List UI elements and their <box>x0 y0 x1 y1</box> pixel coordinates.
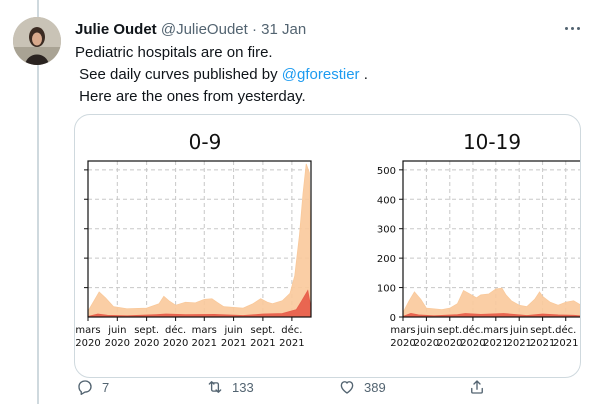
x-tick-label-month: juin <box>416 325 435 336</box>
separator: · <box>251 21 257 38</box>
tweet-text-line3: Here are the ones from yesterday. <box>75 88 306 105</box>
x-tick-label-year: 2021 <box>250 338 275 349</box>
retweet-count: 133 <box>232 379 254 395</box>
heart-icon <box>340 381 354 394</box>
series-area-2 <box>402 313 580 318</box>
y-tick-label: 100 <box>377 284 396 295</box>
retweet-button[interactable]: 133 <box>206 378 254 396</box>
x-tick-label-year: 2020 <box>437 338 462 349</box>
x-tick-label-month: juin <box>509 325 528 336</box>
mention-link[interactable]: @gforestier <box>281 66 360 83</box>
tweet-text-line1: Pediatric hospitals are on fire. <box>75 44 273 61</box>
tweet-date[interactable]: 31 Jan <box>261 21 307 38</box>
y-tick-label: 0 <box>390 313 396 324</box>
reply-count: 7 <box>102 379 110 395</box>
more-icon[interactable] <box>560 18 584 38</box>
x-tick-label-month: juin <box>107 325 126 336</box>
chart-title: 10-19 <box>463 130 521 154</box>
tweet-text: Pediatric hospitals are on fire. See dai… <box>75 42 575 108</box>
y-tick-label: 500 <box>377 166 396 177</box>
avatar[interactable] <box>13 17 61 65</box>
x-tick-label-month: déc. <box>555 324 576 336</box>
tweet-media-image[interactable]: 0-9 mars 2020 juin 2020 sept. 2020 déc. 2020 mars… <box>74 114 581 378</box>
x-tick-label-year: 2020 <box>75 338 100 349</box>
x-tick-label-month: sept. <box>134 325 159 336</box>
y-tick-label: 300 <box>377 225 396 236</box>
x-tick-label-month: mars <box>483 325 508 336</box>
tweet-header: Julie Oudet @JulieOudet · 31 Jan <box>75 21 306 38</box>
avatar-image <box>13 17 61 65</box>
charts-image: 0-9mars2020juin2020sept.2020déc.2020mars… <box>75 130 580 349</box>
x-tick-label-year: 2021 <box>553 338 578 349</box>
y-tick-label: 200 <box>377 254 396 265</box>
x-tick-label-year: 2020 <box>390 338 415 349</box>
like-count: 389 <box>364 379 386 395</box>
x-tick-label-month: sept. <box>250 325 275 336</box>
x-tick-label-year: 2021 <box>483 338 508 349</box>
retweet-icon <box>208 381 222 393</box>
x-tick-label-month: déc. <box>165 324 186 336</box>
author-handle[interactable]: @JulieOudet <box>160 21 248 38</box>
x-tick-label-month: déc. <box>462 324 483 336</box>
x-tick-label-month: mars <box>390 325 415 336</box>
x-tick-label-year: 2021 <box>530 338 555 349</box>
tweet-text-line2-suffix: . <box>359 66 368 83</box>
x-tick-label-month: sept. <box>437 325 462 336</box>
plot-frame <box>402 160 580 318</box>
x-tick-label-month: déc. <box>281 324 302 336</box>
x-tick-label-year: 2020 <box>105 338 130 349</box>
x-tick-label-year: 2021 <box>506 338 531 349</box>
like-button[interactable]: 389 <box>338 378 386 396</box>
x-tick-label-year: 2021 <box>221 338 246 349</box>
x-tick-label-month: sept. <box>530 325 555 336</box>
y-tick-label: 400 <box>377 195 396 206</box>
x-tick-label-year: 2020 <box>134 338 159 349</box>
tweet-actions: 7 133 389 <box>72 378 592 402</box>
x-tick-label-year: 2020 <box>460 338 485 349</box>
thread-line <box>37 0 39 404</box>
x-tick-label-year: 2020 <box>414 338 439 349</box>
reply-icon <box>78 380 92 396</box>
chart-1: 0-9 mars 2020 juin 2020 sept. 2020 déc. 2020 mars… <box>75 130 312 349</box>
x-tick-label-year: 2020 <box>163 338 188 349</box>
tweet-text-line2-prefix: See daily curves published by <box>75 66 282 83</box>
plot-frame <box>87 160 312 318</box>
series-area-1 <box>402 287 580 318</box>
reply-button[interactable]: 7 <box>76 378 109 396</box>
author-name[interactable]: Julie Oudet <box>75 21 157 38</box>
chart-2: 10-19mars2020juin2020sept.2020déc.2020ma… <box>377 130 580 349</box>
chart-title: 0-9 <box>189 130 222 154</box>
x-tick-label-year: 2021 <box>279 338 304 349</box>
series-area-1 <box>87 163 312 318</box>
x-tick-label-month: juin <box>223 325 242 336</box>
tweet-text-line2: See daily curves published by @gforestie… <box>75 64 575 86</box>
x-tick-label-month: mars <box>192 325 217 336</box>
plot-area <box>88 161 311 317</box>
series-area-2 <box>87 289 312 318</box>
plot-area <box>403 161 580 317</box>
x-tick-label-month: mars <box>75 325 100 336</box>
share-icon <box>471 380 483 394</box>
x-tick-label-year: 2021 <box>192 338 217 349</box>
share-button[interactable] <box>468 378 486 396</box>
